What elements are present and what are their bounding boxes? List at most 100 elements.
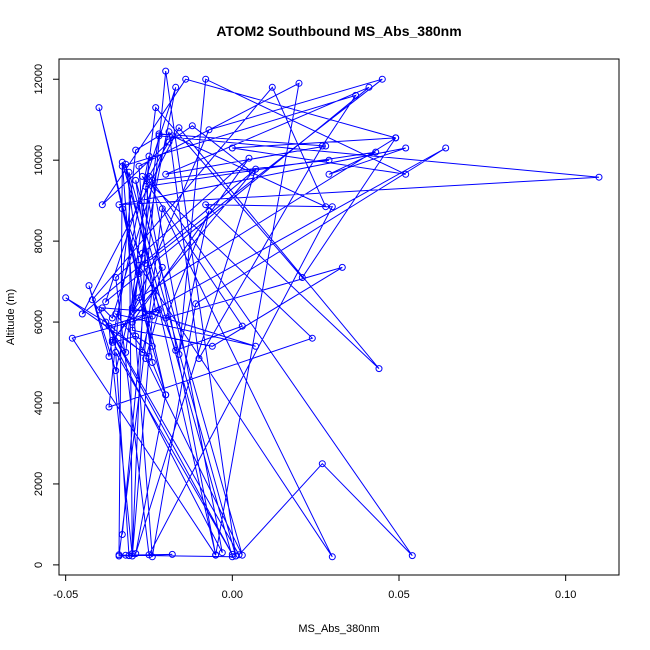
data-point [132,176,140,184]
data-point [148,359,156,366]
data-point [135,162,143,170]
data-point [325,156,333,164]
data-point [118,162,126,170]
data-point [115,552,123,560]
data-point [205,126,213,134]
y-tick-label: 10000 [33,145,45,176]
y-axis-label: Altitude (m) [5,289,17,345]
x-axis-label: MS_Abs_380nm [298,623,379,635]
data-point [228,553,236,561]
data-point [162,170,170,178]
data-point [375,365,383,373]
data-point [138,348,146,356]
data-point [188,122,196,130]
data-point [298,274,306,281]
data-point [162,67,170,75]
data-point [372,148,380,156]
data-point [152,104,160,112]
chart-title: ATOM2 Southbound MS_Abs_380nm [216,23,461,39]
data-point [125,168,133,176]
data-point [172,83,180,91]
data-point [95,104,103,112]
data-point [322,142,330,150]
data-point [78,310,86,318]
data-point [162,391,170,399]
data-point [108,314,116,322]
data-point [318,460,326,468]
data-point [138,172,146,180]
data-point [328,553,336,561]
x-axis: -0.05 0.00 0.05 0.10 [53,575,576,601]
data-point [105,403,113,411]
data-point [328,203,336,211]
data-point [228,550,236,558]
data-point [105,353,113,360]
data-point [325,170,333,178]
data-point [112,348,120,356]
data-point [402,170,410,178]
data-point [62,294,70,302]
data-point [102,298,110,306]
data-point [268,83,276,91]
data-point [122,551,130,559]
data-point [132,332,140,340]
y-axis: 0 2000 4000 6000 8000 10000 12000 [33,64,59,568]
data-point [148,342,156,350]
data-point [152,308,160,316]
data-point [168,550,176,558]
data-point [308,334,316,342]
data-point [112,367,120,375]
data-point [135,261,143,269]
data-point [208,342,216,350]
data-point [392,134,400,142]
data-point [128,326,136,334]
data-point [205,207,213,215]
data-point [138,249,146,257]
data-point [115,201,123,209]
data-point [148,176,156,184]
data-point [248,168,256,176]
data-point [402,144,410,152]
data-point [95,306,103,314]
data-point [148,553,156,561]
data-point [252,342,260,350]
data-point [68,334,76,342]
data-point [442,144,450,152]
data-point [142,259,150,267]
data-point [235,551,243,559]
data-point [228,144,236,152]
data-point [595,173,603,181]
y-tick-label: 12000 [33,64,45,95]
data-point [245,154,253,162]
y-tick-label: 4000 [33,391,45,415]
data-point [145,152,153,160]
data-point [98,201,106,209]
data-point [352,91,360,99]
data-point [175,350,183,358]
data-point [158,263,166,271]
data-point [192,300,200,308]
x-tick-label: 0.05 [388,589,409,601]
data-point [118,158,126,166]
data-point [212,551,220,559]
data-point [112,310,120,318]
data-point [218,549,226,557]
data-point [195,355,203,362]
data-point [125,552,133,560]
x-tick-label: 0.00 [222,589,243,601]
data-point [155,130,163,138]
data-point [408,552,416,560]
series-line [65,71,600,558]
data-point [232,552,240,560]
data-point [155,132,163,140]
data-point [162,314,170,322]
data-point [238,551,246,559]
data-point [128,308,136,316]
x-tick-label: -0.05 [53,589,78,601]
data-point [165,138,173,146]
data-point [175,124,183,132]
data-point [122,348,130,356]
data-point [168,132,176,140]
